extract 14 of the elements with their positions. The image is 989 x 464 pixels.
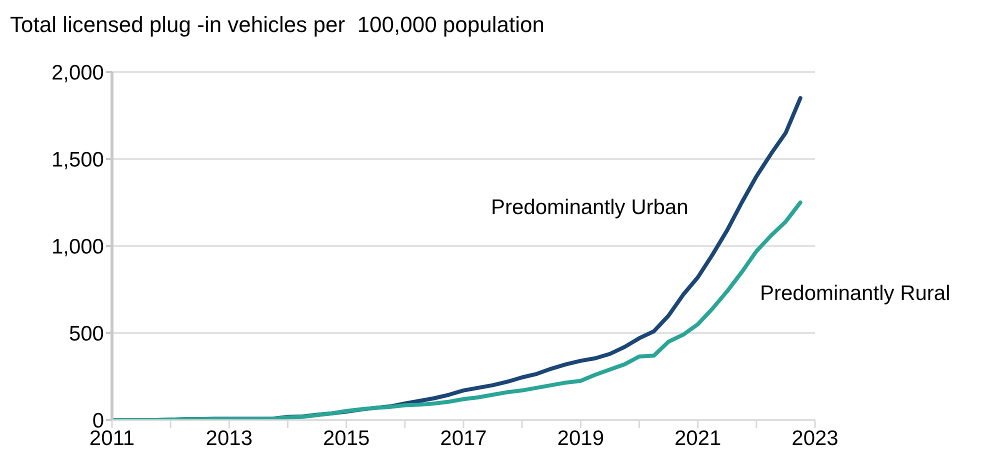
x-tick-label: 2023	[792, 426, 838, 450]
x-tick-label: 2019	[557, 426, 604, 450]
y-tick-label: 1,500	[51, 148, 104, 172]
series-label: Predominantly Rural	[760, 282, 950, 306]
y-tick-label: 2,000	[51, 61, 104, 84]
y-tick-label: 500	[68, 322, 104, 346]
x-tick-label: 2015	[322, 426, 370, 450]
series-label: Predominantly Urban	[491, 196, 688, 220]
x-tick-label: 2021	[674, 426, 722, 450]
y-tick-label: 1,000	[51, 235, 104, 258]
x-tick-label: 2013	[206, 426, 253, 450]
chart-title: Total licensed plug -in vehicles per 100,000 population	[10, 12, 544, 38]
x-tick-label: 2011	[89, 426, 135, 450]
x-tick-label: 2017	[440, 426, 487, 450]
